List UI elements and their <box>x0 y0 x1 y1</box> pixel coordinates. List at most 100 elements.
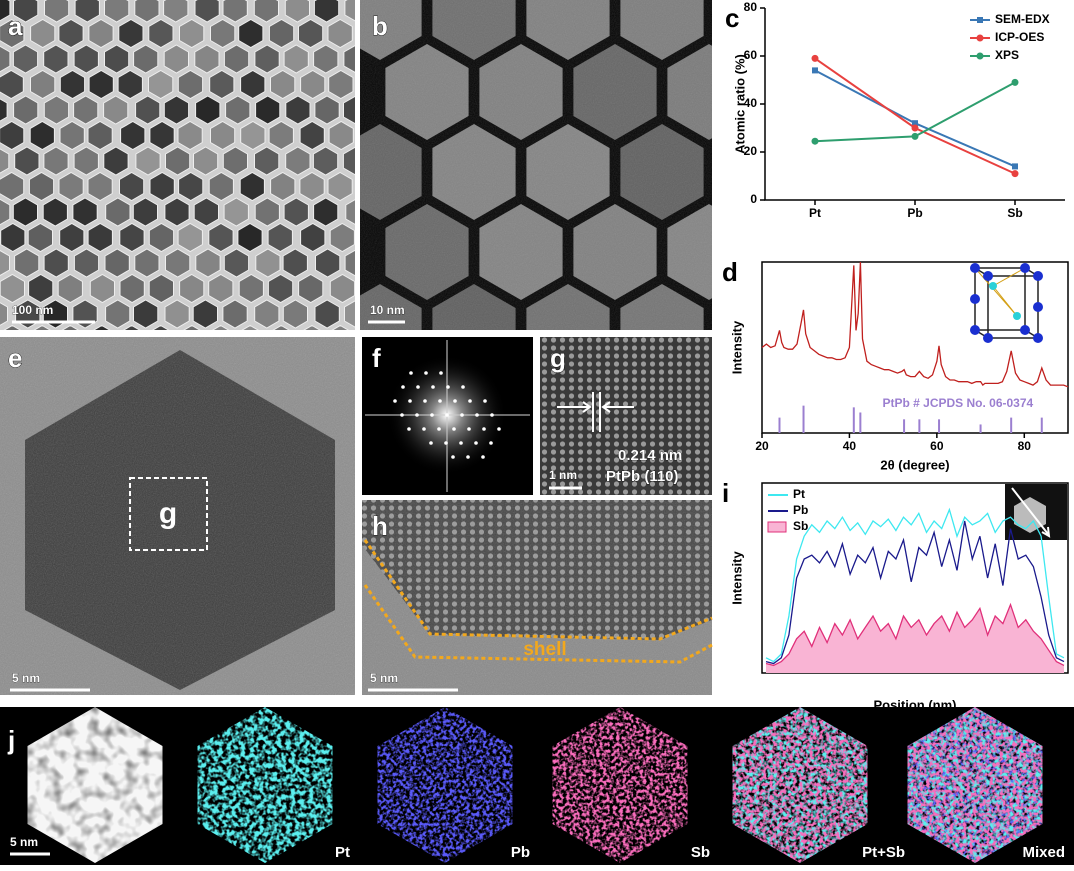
panel-label: b <box>372 11 388 41</box>
shell-outline <box>363 584 713 664</box>
nanoparticle <box>285 146 311 176</box>
nanoparticle <box>3 324 22 330</box>
nanoparticle <box>0 222 26 253</box>
fft-spot <box>415 413 419 417</box>
marker <box>911 132 919 140</box>
panel-label: i <box>722 478 729 508</box>
nanoparticle <box>73 146 99 176</box>
x-tick-label: 80 <box>1018 439 1032 453</box>
nanoparticle <box>61 324 80 330</box>
marker <box>912 120 918 127</box>
fft-spot <box>401 385 405 389</box>
fft-spot <box>444 441 448 445</box>
nanoparticle <box>194 0 220 23</box>
fft-spot <box>424 371 428 375</box>
nanoparticle <box>283 44 309 74</box>
nanoparticle <box>103 146 129 176</box>
nanoparticle <box>148 69 174 100</box>
nanoparticle <box>104 248 130 278</box>
nanoparticle <box>14 146 40 176</box>
nanoparticle <box>208 171 234 202</box>
scale-bar-label: 5 nm <box>10 835 38 849</box>
legend-swatch <box>767 521 787 533</box>
nanoparticle <box>268 18 295 49</box>
scale-bar-label: 10 nm <box>370 303 405 317</box>
arrows <box>557 401 634 413</box>
nanoparticle <box>222 299 248 329</box>
nanoparticle <box>165 146 191 176</box>
x-axis-label: 2θ (degree) <box>880 457 949 472</box>
element-map <box>377 707 513 863</box>
nanoparticle <box>240 69 266 100</box>
nanoparticle <box>43 95 70 125</box>
element-map <box>907 707 1043 863</box>
nanoparticle <box>30 69 56 100</box>
shell-label: shell <box>523 639 566 660</box>
nanoparticle <box>73 95 99 125</box>
nanoparticle <box>132 197 158 227</box>
nanoparticle <box>87 120 113 151</box>
element-map <box>732 707 868 863</box>
nanoparticle <box>0 18 25 49</box>
panel-label: e <box>8 343 22 373</box>
region-box <box>129 477 208 551</box>
fft-spot <box>431 385 435 389</box>
nanoparticle <box>327 171 353 202</box>
nanoparticle <box>119 171 145 202</box>
fft-spot <box>439 371 443 375</box>
nanoparticle <box>0 120 25 151</box>
fft-spot <box>482 427 486 431</box>
nanoparticle <box>313 197 339 227</box>
nanoparticle <box>33 324 51 330</box>
nanoparticle <box>87 171 113 202</box>
nanoparticle <box>27 222 53 253</box>
nanoparticle <box>73 248 100 278</box>
nanoparticle <box>284 0 310 23</box>
nanoparticle <box>178 171 204 202</box>
nanoparticle <box>0 69 24 100</box>
nanoparticle <box>344 300 355 328</box>
nanoparticle <box>222 0 248 23</box>
plane-label: PtPb (110) <box>606 468 679 485</box>
nanoparticle <box>195 248 221 278</box>
line <box>765 507 1065 663</box>
nanoparticle <box>58 171 84 202</box>
nanoparticle <box>342 146 355 176</box>
nanoparticle <box>44 0 70 23</box>
x-tick-label: Sb <box>1007 206 1022 220</box>
nanoparticle <box>313 0 340 23</box>
fft-spot <box>497 427 501 431</box>
line <box>814 69 1016 168</box>
region-label: g <box>159 497 177 530</box>
y-tick-label: 40 <box>744 96 758 110</box>
nanoparticle <box>192 299 218 329</box>
nanoparticle <box>241 324 259 330</box>
nanoparticle <box>148 222 175 253</box>
fft-spot <box>481 455 485 459</box>
nanoparticle <box>344 249 355 277</box>
channel-label: Sb <box>691 844 710 861</box>
panel-label: d <box>722 257 738 287</box>
nanoparticle <box>254 146 280 176</box>
x-tick-label: 20 <box>755 439 769 453</box>
nanoparticle <box>208 222 234 253</box>
marker <box>811 54 819 62</box>
nanoparticle <box>88 69 114 100</box>
legend-marker <box>976 52 984 60</box>
fft-spot <box>407 427 411 431</box>
element-map <box>552 707 688 863</box>
fft-spot <box>459 441 463 445</box>
nanoparticle <box>210 18 236 49</box>
nanoparticle <box>0 148 10 174</box>
nanoparticle <box>240 120 266 151</box>
fft-spot <box>490 413 494 417</box>
scan-arrow <box>1011 487 1051 538</box>
nanoparticle <box>345 199 355 225</box>
nanoparticle <box>183 324 201 330</box>
nanoparticle <box>13 95 39 125</box>
nanoparticle <box>312 146 339 176</box>
noise <box>0 337 355 695</box>
nanoparticle <box>300 222 326 253</box>
nanoparticle <box>315 248 341 278</box>
nanoparticle <box>164 299 190 329</box>
